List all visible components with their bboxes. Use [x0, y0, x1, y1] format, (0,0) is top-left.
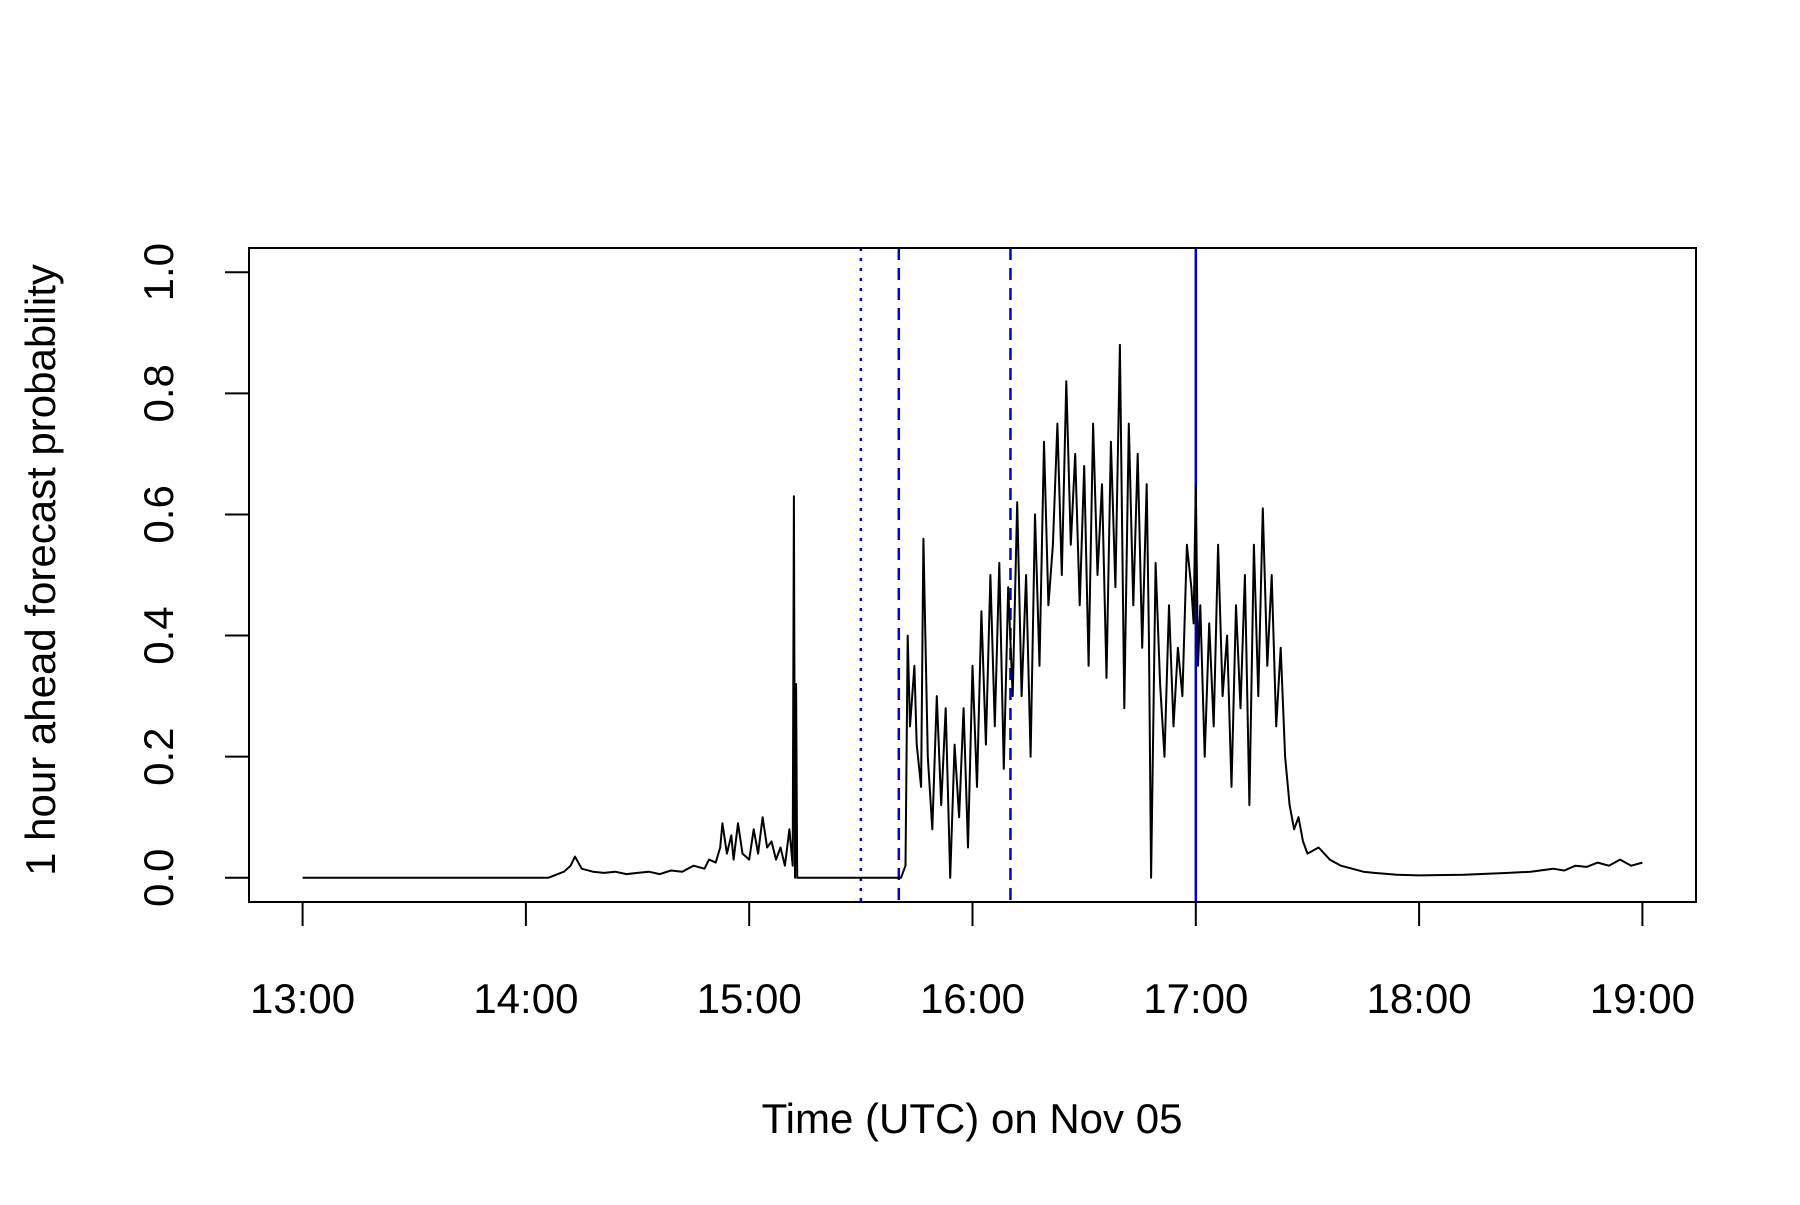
y-tick-label: 0.0 [135, 849, 182, 907]
x-tick-label: 17:00 [1143, 975, 1248, 1022]
y-tick-label: 0.2 [135, 728, 182, 786]
plot-frame [248, 247, 1697, 903]
y-tick-label: 1.0 [135, 243, 182, 301]
x-axis-label: Time (UTC) on Nov 05 [762, 1095, 1183, 1142]
x-tick-label: 18:00 [1367, 975, 1472, 1022]
y-axis-label: 1 hour ahead forecast probability [17, 264, 64, 876]
series-line [302, 343, 1643, 879]
y-axis: 0.0 0.2 0.4 0.6 0.8 1.0 [135, 243, 250, 907]
y-tick-label: 0.6 [135, 485, 182, 543]
x-tick-label: 16:00 [920, 975, 1025, 1022]
x-tick-label: 19:00 [1590, 975, 1695, 1022]
x-axis: 13:00 14:00 15:00 16:00 17:00 18:00 19:00 [250, 901, 1695, 1022]
reference-lines [859, 248, 1198, 902]
y-tick-label: 0.4 [135, 606, 182, 664]
x-tick-label: 13:00 [250, 975, 355, 1022]
series-layer [302, 343, 1643, 879]
x-tick-label: 15:00 [697, 975, 802, 1022]
y-tick-label: 0.8 [135, 364, 182, 422]
x-tick-label: 14:00 [473, 975, 578, 1022]
